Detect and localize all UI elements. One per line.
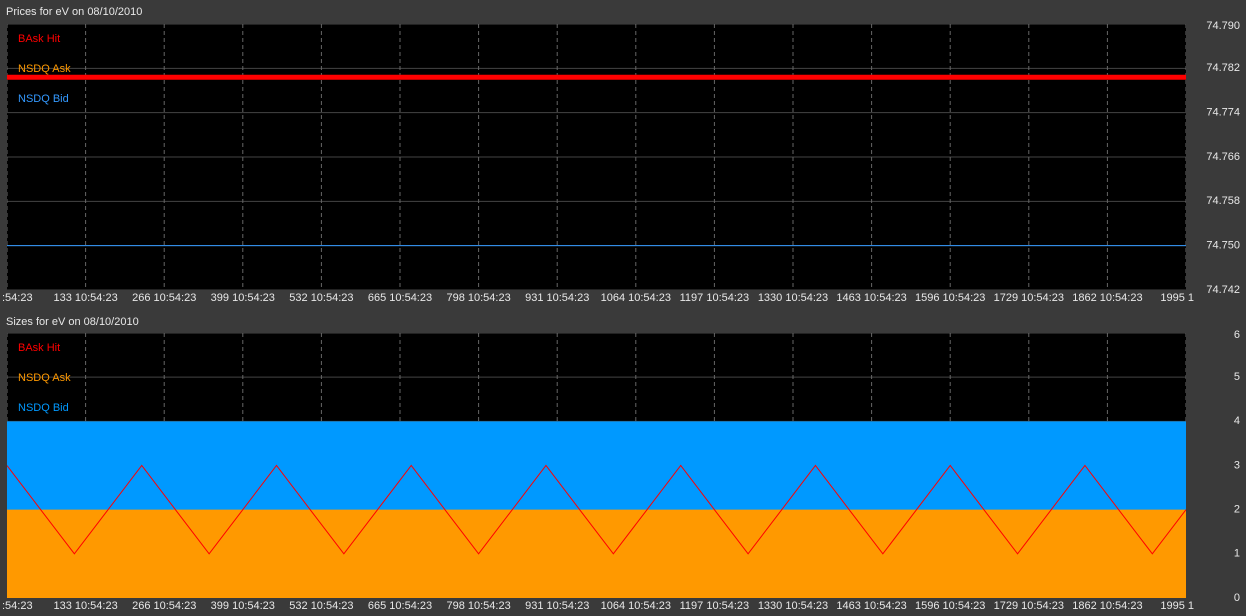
x-tick-label: 1463 10:54:23 [836, 600, 906, 612]
y-tick-label: 74.774 [1206, 107, 1240, 119]
y-tick-label: 74.790 [1206, 20, 1240, 32]
x-tick-label: 399 10:54:23 [211, 292, 275, 304]
x-tick-label: 1197 10:54:23 [680, 600, 750, 612]
y-tick-label: 2 [1234, 504, 1240, 516]
legend-entry: NSDQ Bid [18, 402, 69, 414]
x-tick-label: 1862 10:54:23 [1072, 600, 1142, 612]
panel-title: Sizes for eV on 08/10/2010 [6, 316, 139, 328]
y-tick-label: 74.782 [1206, 62, 1240, 74]
x-tick-label: 1463 10:54:23 [836, 292, 906, 304]
x-tick-label: :54:23 [2, 600, 33, 612]
series-area [7, 509, 1186, 598]
x-tick-label: 1596 10:54:23 [915, 292, 985, 304]
plot-layer [7, 24, 1186, 290]
plot-layer [7, 333, 1186, 598]
y-tick-label: 1 [1234, 548, 1240, 560]
x-tick-label: 1330 10:54:23 [758, 292, 828, 304]
y-tick-label: 74.750 [1206, 240, 1240, 252]
x-tick-label: 532 10:54:23 [289, 292, 353, 304]
y-tick-label: 0 [1234, 592, 1240, 604]
x-tick-label: 266 10:54:23 [132, 292, 196, 304]
series-line [7, 464, 1186, 555]
x-tick-label: 931 10:54:23 [525, 292, 589, 304]
y-tick-label: 6 [1234, 329, 1240, 341]
x-tick-label: 1064 10:54:23 [601, 600, 671, 612]
x-tick-label: 399 10:54:23 [211, 600, 275, 612]
x-tick-label: 798 10:54:23 [446, 600, 510, 612]
panel-title: Prices for eV on 08/10/2010 [6, 6, 142, 18]
x-tick-label: 266 10:54:23 [132, 600, 196, 612]
x-tick-label: 1729 10:54:23 [994, 292, 1064, 304]
x-tick-label: 1064 10:54:23 [601, 292, 671, 304]
x-tick-label: 1729 10:54:23 [994, 600, 1064, 612]
y-tick-label: 74.742 [1206, 284, 1240, 296]
y-tick-label: 74.766 [1206, 151, 1240, 163]
legend-entry: NSDQ Ask [18, 372, 71, 384]
x-tick-label: :54:23 [2, 292, 33, 304]
x-tick-label: 1995 1 [1160, 292, 1194, 304]
legend-entry: BAsk Hit [18, 33, 60, 45]
y-tick-label: 74.758 [1206, 195, 1240, 207]
x-tick-label: 1197 10:54:23 [680, 292, 750, 304]
x-tick-label: 1995 1 [1160, 600, 1194, 612]
x-tick-label: 665 10:54:23 [368, 292, 432, 304]
x-tick-label: 1862 10:54:23 [1072, 292, 1142, 304]
y-tick-label: 4 [1234, 415, 1240, 427]
legend-entry: BAsk Hit [18, 342, 60, 354]
y-tick-label: 5 [1234, 371, 1240, 383]
legend-entry: NSDQ Bid [18, 93, 69, 105]
x-tick-label: 1330 10:54:23 [758, 600, 828, 612]
x-tick-label: 798 10:54:23 [446, 292, 510, 304]
x-tick-label: 1596 10:54:23 [915, 600, 985, 612]
x-tick-label: 133 10:54:23 [53, 292, 117, 304]
legend-entry: NSDQ Ask [18, 63, 71, 75]
x-tick-label: 665 10:54:23 [368, 600, 432, 612]
x-tick-label: 931 10:54:23 [525, 600, 589, 612]
x-tick-label: 133 10:54:23 [53, 600, 117, 612]
y-tick-label: 3 [1234, 459, 1240, 471]
x-tick-label: 532 10:54:23 [289, 600, 353, 612]
